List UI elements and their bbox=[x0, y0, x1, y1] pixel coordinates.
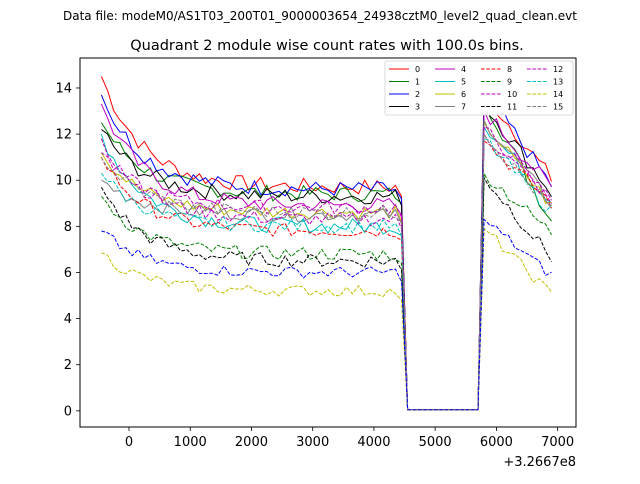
legend-label-15: 15 bbox=[553, 103, 563, 112]
y-tick-label: 12 bbox=[55, 128, 72, 143]
legend-label-13: 13 bbox=[553, 78, 563, 87]
series-line-2-low bbox=[101, 218, 552, 411]
legend-label-5: 5 bbox=[461, 78, 466, 87]
series-line-5 bbox=[100, 125, 552, 411]
x-tick-label: 5000 bbox=[419, 435, 452, 450]
x-axis: 0 1000 2000 3000 4000 5000 6000 7000 bbox=[125, 427, 574, 450]
series-line-4 bbox=[100, 103, 552, 411]
legend-label-10: 10 bbox=[507, 90, 517, 99]
series-line-15 bbox=[100, 132, 552, 411]
legend-label-8: 8 bbox=[507, 65, 512, 74]
series-line-9 bbox=[101, 173, 552, 411]
legend-label-9: 9 bbox=[507, 78, 512, 87]
legend-label-3: 3 bbox=[415, 103, 420, 112]
legend-label-0: 0 bbox=[415, 65, 420, 74]
series-line-11 bbox=[100, 176, 552, 411]
data-file-caption: Data file: modeM0/AS1T03_200T01_90000036… bbox=[63, 9, 577, 23]
legend-label-2: 2 bbox=[415, 90, 420, 99]
axes-frame bbox=[79, 57, 577, 428]
y-tick-label: 14 bbox=[55, 81, 72, 96]
legend-label-6: 6 bbox=[461, 90, 466, 99]
series-line-14 bbox=[101, 227, 552, 411]
series-line-12 bbox=[101, 126, 552, 411]
chart-title: Quadrant 2 module wise count rates with … bbox=[130, 38, 524, 54]
x-tick-label: 1000 bbox=[174, 435, 207, 450]
legend-label-4: 4 bbox=[461, 65, 466, 74]
series-line-8 bbox=[100, 140, 552, 411]
legend-label-12: 12 bbox=[553, 65, 563, 74]
x-tick-label: 4000 bbox=[357, 435, 390, 450]
x-tick-label: 7000 bbox=[541, 435, 574, 450]
y-tick-label: 6 bbox=[64, 266, 72, 281]
x-tick-label: 2000 bbox=[235, 435, 268, 450]
y-tick-label: 10 bbox=[55, 174, 72, 189]
y-tick-label: 2 bbox=[64, 358, 72, 373]
y-axis: 0 2 4 6 8 10 12 14 bbox=[55, 81, 80, 419]
plot-lines bbox=[100, 76, 552, 411]
legend-label-1: 1 bbox=[415, 78, 420, 87]
series-line-10 bbox=[100, 132, 552, 411]
x-tick-label: 6000 bbox=[480, 435, 513, 450]
legend-label-11: 11 bbox=[507, 103, 517, 112]
x-tick-label: 0 bbox=[125, 435, 133, 450]
y-tick-label: 4 bbox=[64, 312, 72, 327]
y-tick-label: 0 bbox=[64, 404, 72, 419]
legend-box bbox=[384, 60, 574, 116]
legend-label-7: 7 bbox=[461, 103, 466, 112]
y-tick-label: 8 bbox=[64, 220, 72, 235]
x-tick-label: 3000 bbox=[296, 435, 329, 450]
x-offset-label: +3.2667e8 bbox=[503, 455, 576, 470]
legend-label-14: 14 bbox=[553, 90, 563, 99]
